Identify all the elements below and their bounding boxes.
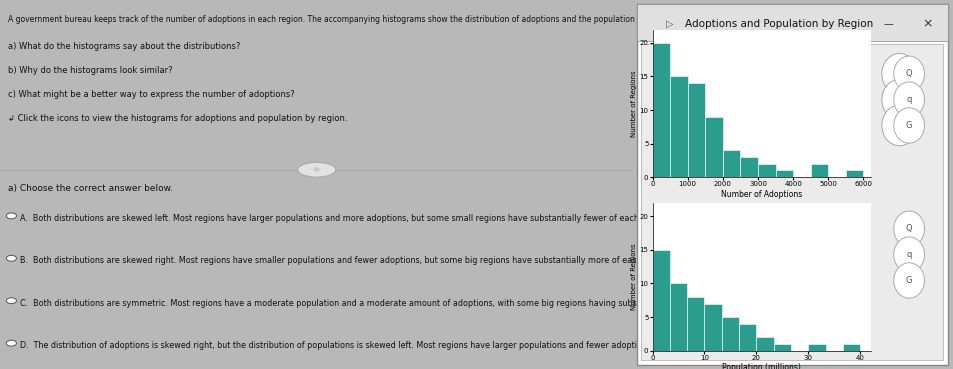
Text: A.  Both distributions are skewed left. Most regions have larger populations and: A. Both distributions are skewed left. M…: [20, 214, 641, 223]
Text: ×: ×: [921, 17, 931, 31]
Text: B.  Both distributions are skewed right. Most regions have smaller populations a: B. Both distributions are skewed right. …: [20, 256, 643, 265]
Text: —: —: [882, 19, 892, 29]
Circle shape: [7, 340, 16, 346]
Text: Q: Q: [904, 69, 911, 78]
Text: q: q: [905, 250, 911, 259]
Circle shape: [893, 237, 923, 272]
Circle shape: [893, 108, 923, 143]
Bar: [807, 344, 824, 351]
Y-axis label: Number of Regions: Number of Regions: [630, 70, 636, 137]
Text: G: G: [905, 276, 911, 285]
Bar: [740, 157, 758, 177]
Text: D.  The distribution of adoptions is skewed right, but the distribution of popul: D. The distribution of adoptions is skew…: [20, 341, 660, 350]
Text: A government bureau keeps track of the number of adoptions in each region. The a: A government bureau keeps track of the n…: [8, 15, 694, 24]
Circle shape: [893, 82, 923, 117]
Circle shape: [7, 255, 16, 261]
Text: q: q: [905, 95, 911, 104]
Circle shape: [7, 298, 16, 304]
Bar: [756, 337, 773, 351]
Bar: [845, 170, 862, 177]
X-axis label: Number of Adoptions: Number of Adoptions: [720, 190, 801, 199]
Bar: [703, 304, 721, 351]
Bar: [810, 164, 827, 177]
Text: c) What might be a better way to express the number of adoptions?: c) What might be a better way to express…: [8, 90, 294, 99]
Y-axis label: Number of Regions: Number of Regions: [630, 244, 636, 310]
Circle shape: [893, 263, 923, 298]
Bar: [652, 43, 669, 177]
Text: ↲ Click the icons to view the histograms for adoptions and population by region.: ↲ Click the icons to view the histograms…: [8, 114, 347, 123]
Circle shape: [881, 79, 916, 120]
Text: Q: Q: [904, 224, 911, 233]
Ellipse shape: [297, 162, 335, 177]
Bar: [773, 344, 790, 351]
Bar: [686, 297, 703, 351]
Bar: [841, 344, 860, 351]
Bar: [687, 83, 704, 177]
Circle shape: [881, 105, 916, 146]
FancyBboxPatch shape: [636, 4, 946, 365]
Bar: [652, 250, 669, 351]
Bar: [721, 317, 739, 351]
Bar: [722, 150, 740, 177]
Bar: [758, 164, 775, 177]
Text: Adoptions and Population by Region: Adoptions and Population by Region: [684, 19, 872, 29]
Text: b) Why do the histograms look similar?: b) Why do the histograms look similar?: [8, 66, 172, 75]
Text: C.  Both distributions are symmetric. Most regions have a moderate population an: C. Both distributions are symmetric. Mos…: [20, 299, 662, 308]
Circle shape: [7, 213, 16, 219]
Text: ▷: ▷: [665, 19, 672, 29]
Text: ◁▷: ◁▷: [313, 167, 320, 172]
Bar: [775, 170, 792, 177]
Circle shape: [893, 211, 923, 246]
FancyBboxPatch shape: [640, 44, 942, 360]
Circle shape: [881, 54, 916, 94]
Bar: [669, 76, 687, 177]
Text: G: G: [905, 121, 911, 130]
X-axis label: Population (millions): Population (millions): [721, 363, 801, 369]
Bar: [739, 324, 756, 351]
Bar: [704, 117, 722, 177]
FancyBboxPatch shape: [636, 4, 946, 41]
Text: a) What do the histograms say about the distributions?: a) What do the histograms say about the …: [8, 42, 240, 51]
Circle shape: [893, 56, 923, 92]
Text: a) Choose the correct answer below.: a) Choose the correct answer below.: [8, 184, 172, 193]
Bar: [669, 283, 686, 351]
